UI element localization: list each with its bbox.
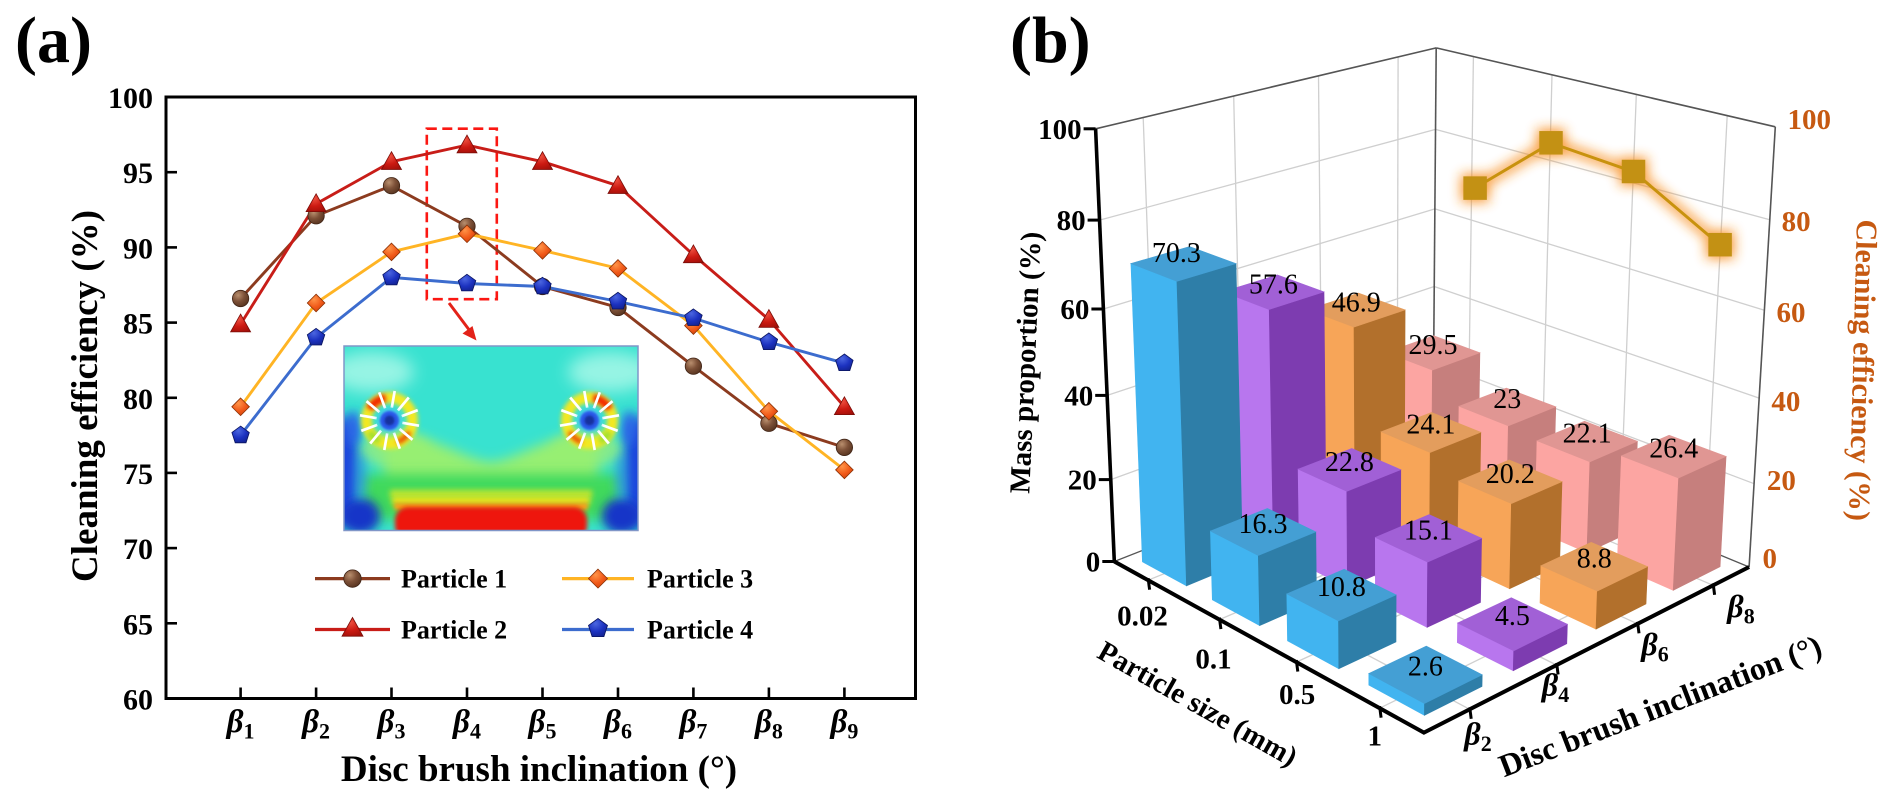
svg-text:70.3: 70.3 bbox=[1152, 238, 1201, 269]
svg-text:0.5: 0.5 bbox=[1279, 679, 1315, 711]
svg-text:26.4: 26.4 bbox=[1649, 434, 1698, 465]
svg-text:80: 80 bbox=[123, 383, 153, 416]
svg-text:15.1: 15.1 bbox=[1404, 515, 1453, 546]
svg-text:100: 100 bbox=[1038, 114, 1082, 146]
svg-text:β7: β7 bbox=[677, 704, 707, 744]
svg-text:β6: β6 bbox=[1640, 626, 1668, 667]
svg-text:24.1: 24.1 bbox=[1406, 410, 1455, 441]
svg-text:80: 80 bbox=[1057, 205, 1086, 237]
svg-text:β6: β6 bbox=[602, 704, 632, 744]
svg-text:57.6: 57.6 bbox=[1249, 269, 1298, 300]
svg-text:60: 60 bbox=[1777, 297, 1806, 329]
svg-text:100: 100 bbox=[1788, 104, 1832, 136]
svg-text:(b): (b) bbox=[1010, 4, 1091, 77]
svg-text:20: 20 bbox=[1767, 465, 1796, 497]
svg-text:Particle 2: Particle 2 bbox=[401, 616, 507, 645]
svg-text:Particle 1: Particle 1 bbox=[401, 565, 507, 594]
svg-text:29.5: 29.5 bbox=[1409, 330, 1458, 361]
svg-text:β9: β9 bbox=[828, 704, 858, 744]
svg-text:40: 40 bbox=[1064, 380, 1093, 412]
svg-text:β3: β3 bbox=[376, 704, 406, 744]
svg-text:(a): (a) bbox=[15, 4, 92, 77]
svg-text:95: 95 bbox=[123, 157, 153, 190]
svg-text:0: 0 bbox=[1763, 543, 1778, 575]
svg-text:Cleaning efficiency (%): Cleaning efficiency (%) bbox=[1842, 219, 1883, 521]
svg-text:70: 70 bbox=[123, 533, 153, 566]
svg-text:0: 0 bbox=[1086, 547, 1101, 579]
svg-text:Disc brush inclination (°): Disc brush inclination (°) bbox=[341, 749, 737, 790]
svg-text:0.02: 0.02 bbox=[1117, 600, 1168, 632]
svg-text:β8: β8 bbox=[1726, 588, 1754, 629]
svg-text:4.5: 4.5 bbox=[1495, 601, 1530, 632]
svg-text:β8: β8 bbox=[753, 704, 783, 744]
svg-text:β2: β2 bbox=[300, 704, 330, 744]
svg-text:16.3: 16.3 bbox=[1239, 509, 1288, 540]
svg-text:65: 65 bbox=[123, 608, 153, 641]
svg-text:60: 60 bbox=[1060, 294, 1089, 326]
svg-text:46.9: 46.9 bbox=[1332, 287, 1381, 318]
svg-text:40: 40 bbox=[1771, 386, 1800, 418]
svg-text:60: 60 bbox=[123, 684, 153, 717]
svg-text:Particle 3: Particle 3 bbox=[647, 565, 753, 594]
svg-text:β5: β5 bbox=[527, 704, 557, 744]
svg-text:23: 23 bbox=[1493, 384, 1521, 415]
svg-text:Cleaning efficiency (%): Cleaning efficiency (%) bbox=[65, 210, 106, 582]
svg-text:β1: β1 bbox=[225, 704, 255, 744]
svg-text:22.8: 22.8 bbox=[1325, 447, 1374, 478]
svg-text:β2: β2 bbox=[1463, 716, 1491, 757]
svg-text:8.8: 8.8 bbox=[1577, 544, 1612, 575]
svg-text:10.8: 10.8 bbox=[1317, 572, 1366, 603]
svg-text:0.1: 0.1 bbox=[1195, 644, 1231, 676]
svg-text:90: 90 bbox=[123, 232, 153, 265]
svg-text:100: 100 bbox=[108, 82, 153, 115]
svg-text:22.1: 22.1 bbox=[1563, 419, 1612, 450]
svg-text:β4: β4 bbox=[451, 704, 481, 744]
svg-text:Mass proportion (%): Mass proportion (%) bbox=[1004, 231, 1047, 494]
svg-text:75: 75 bbox=[123, 458, 153, 491]
svg-text:β4: β4 bbox=[1541, 667, 1569, 708]
svg-text:20.2: 20.2 bbox=[1486, 459, 1535, 490]
svg-text:1: 1 bbox=[1367, 720, 1382, 752]
svg-text:20: 20 bbox=[1068, 465, 1097, 497]
svg-text:80: 80 bbox=[1782, 206, 1811, 238]
svg-text:Particle 4: Particle 4 bbox=[647, 616, 753, 645]
svg-text:85: 85 bbox=[123, 308, 153, 341]
svg-text:2.6: 2.6 bbox=[1408, 652, 1443, 683]
